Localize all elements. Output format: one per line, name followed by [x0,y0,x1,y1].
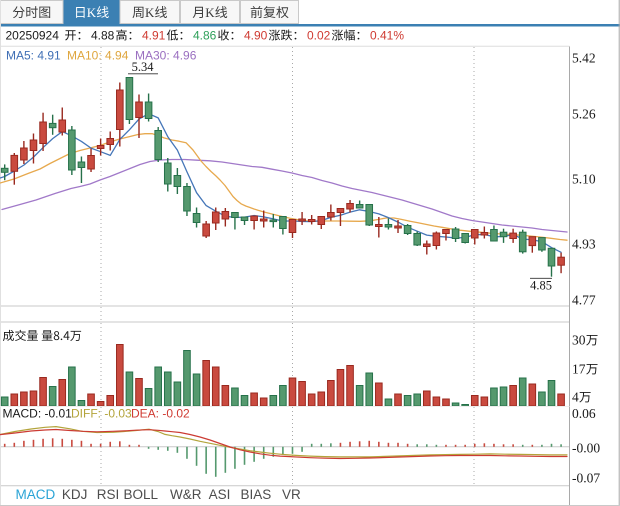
svg-text:5.26: 5.26 [572,107,596,122]
svg-text:DEA: -0.02: DEA: -0.02 [131,407,190,421]
svg-text:K: K [205,5,215,20]
svg-text:MACD: -0.01: MACD: -0.01 [3,407,73,421]
svg-text:MACD: MACD [16,487,56,502]
svg-text:4.88: 4.88 [91,29,115,43]
svg-text:DIFF: -0.03: DIFF: -0.03 [71,407,132,421]
svg-text:4.90: 4.90 [244,29,268,43]
svg-text:4.91: 4.91 [142,29,166,43]
svg-text:5.10: 5.10 [572,172,596,187]
svg-text:K: K [87,5,97,20]
svg-text:MA5: 4.91: MA5: 4.91 [6,49,61,63]
svg-text:4.77: 4.77 [572,293,596,308]
svg-text:MA30: 4.96: MA30: 4.96 [135,49,197,63]
svg-text:5.34: 5.34 [132,60,155,74]
svg-text:KDJ: KDJ [62,487,88,502]
svg-text:BIAS: BIAS [241,487,272,502]
svg-text:K: K [145,5,155,20]
svg-text:4.93: 4.93 [572,237,596,252]
svg-text:0.41%: 0.41% [370,29,404,43]
svg-text:BOLL: BOLL [124,487,159,502]
svg-text:5.42: 5.42 [572,51,596,66]
svg-text:MA10: 4.94: MA10: 4.94 [67,49,129,63]
svg-text:RSI: RSI [97,487,120,502]
svg-text:-0.07: -0.07 [572,471,600,486]
svg-text:4.86: 4.86 [193,29,217,43]
svg-text:ASI: ASI [209,487,231,502]
svg-text:-0.00: -0.00 [572,441,600,456]
svg-text:VR: VR [282,487,301,502]
svg-text:20250924: 20250924 [6,29,60,43]
svg-text:30: 30 [572,333,586,348]
svg-text:4: 4 [572,390,579,405]
svg-text:0.02: 0.02 [307,29,331,43]
svg-text:17: 17 [572,362,586,377]
svg-text:4.85: 4.85 [530,279,552,293]
svg-text:0.06: 0.06 [572,406,596,421]
svg-text:W&R: W&R [170,487,202,502]
